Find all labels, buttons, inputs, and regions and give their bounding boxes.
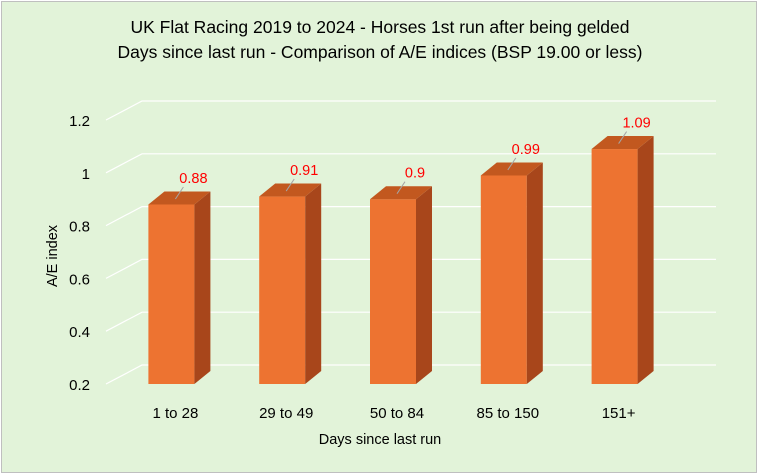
bar-top	[480, 162, 543, 176]
bars	[148, 136, 654, 384]
bar-top	[591, 136, 654, 150]
bar	[480, 162, 543, 384]
bar-front	[259, 196, 306, 384]
y-tick-label: 1	[82, 166, 90, 183]
bar-front	[148, 204, 195, 384]
bar-top	[259, 183, 322, 197]
x-axis-title: Days since last run	[319, 432, 442, 448]
data-label: 0.91	[290, 163, 318, 179]
x-tick-label: 50 to 84	[370, 405, 424, 422]
bar	[591, 136, 654, 384]
y-tick-label: 1.2	[69, 113, 90, 130]
bar-front	[370, 199, 416, 384]
bar-side	[637, 136, 654, 384]
data-label-leader	[285, 178, 295, 192]
bar-top	[370, 186, 432, 200]
bar-side	[194, 191, 211, 384]
data-label: 0.99	[512, 142, 540, 158]
data-label-leader	[507, 157, 517, 171]
bar-side	[526, 162, 543, 384]
bar-front	[591, 149, 638, 384]
bar	[259, 183, 322, 384]
gridline	[105, 153, 716, 174]
data-label: 1.09	[622, 116, 650, 132]
x-tick-label: 85 to 150	[477, 405, 540, 422]
bar-side	[305, 183, 322, 384]
y-tick-label: 0.2	[69, 377, 90, 394]
x-tick-label: 29 to 49	[259, 405, 313, 422]
x-axis-ticks: 1 to 28 29 to 49 50 to 84 85 to 150 151+	[152, 405, 635, 422]
bar-side	[416, 186, 432, 384]
data-label: 0.88	[179, 171, 207, 187]
y-tick-label: 0.4	[69, 324, 90, 341]
bar	[370, 186, 432, 384]
data-label: 0.9	[405, 166, 425, 182]
chart-title: UK Flat Racing 2019 to 2024 - Horses 1st…	[130, 17, 629, 37]
chart-subtitle: Days since last run - Comparison of A/E …	[118, 42, 643, 62]
x-tick-label: 1 to 28	[152, 405, 198, 422]
y-tick-label: 0.6	[69, 271, 90, 288]
bar	[148, 191, 211, 384]
bar-front	[480, 175, 527, 384]
y-tick-label: 0.8	[69, 219, 90, 236]
y-axis-title: A/E index	[45, 224, 61, 287]
data-label-leader	[618, 131, 628, 144]
y-axis-ticks: 0.2 0.4 0.6 0.8 1 1.2	[69, 113, 90, 394]
bar-top	[148, 191, 211, 205]
gridline	[105, 100, 716, 121]
data-labels: 0.88 0.91 0.9 0.99 1.09	[174, 116, 651, 200]
data-label-leader	[396, 181, 406, 194]
data-label-leader	[174, 186, 184, 200]
x-tick-label: 151+	[602, 405, 636, 422]
